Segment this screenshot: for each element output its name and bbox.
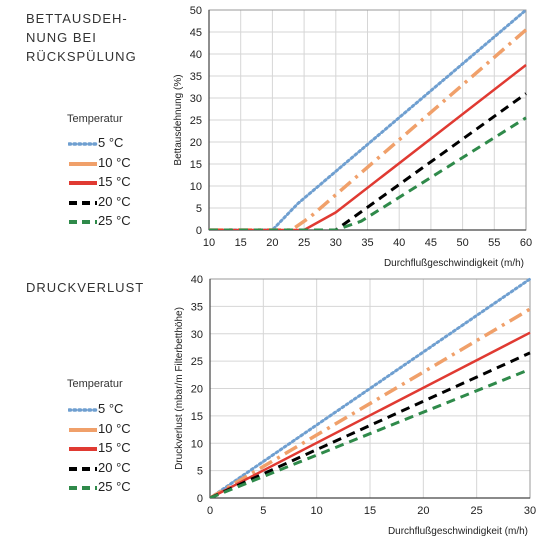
- x-tick-label: 30: [524, 505, 536, 517]
- legend-label: 20 °C: [98, 193, 131, 209]
- legend-label: 5 °C: [98, 401, 124, 416]
- y-tick-label: 5: [196, 203, 202, 215]
- legend-swatch: [69, 447, 97, 451]
- y-tick-label: 15: [190, 159, 202, 171]
- y-tick-label: 5: [197, 466, 203, 478]
- chart-2-legend-title: Temperatur: [67, 378, 123, 390]
- legend-swatch: [69, 427, 97, 432]
- y-tick-label: 25: [190, 115, 202, 127]
- legend-item: 5 °C: [68, 135, 148, 153]
- legend-item: 20 °C: [68, 460, 148, 478]
- legend-label: 25 °C: [98, 479, 131, 494]
- legend-swatch: [69, 220, 97, 224]
- series-line-25c: [210, 367, 531, 498]
- y-tick-label: 0: [197, 493, 203, 505]
- x-tick-label: 40: [393, 237, 405, 249]
- x-axis-label: Durchflußgeschwindigkeit (m/h): [384, 258, 524, 269]
- x-tick-label: 15: [364, 505, 376, 517]
- x-tick-label: 20: [417, 505, 429, 517]
- x-tick-label: 15: [235, 237, 247, 249]
- legend-swatch: [69, 181, 97, 185]
- y-tick-label: 30: [191, 329, 203, 341]
- chart-1-title-line-2: NUNG BEI: [26, 30, 97, 45]
- legend-swatch: [69, 161, 97, 166]
- x-tick-label: 30: [330, 237, 342, 249]
- legend-item: 15 °C: [68, 440, 148, 458]
- legend-label: 10 °C: [98, 154, 131, 170]
- legend-swatch: [69, 486, 97, 490]
- y-tick-label: 30: [190, 93, 202, 105]
- legend-label: 25 °C: [98, 213, 131, 228]
- series-line-5c: [209, 8, 528, 230]
- x-tick-label: 20: [266, 237, 278, 249]
- legend-swatch: [69, 200, 97, 205]
- x-tick-label: 45: [425, 237, 437, 249]
- chart-1-title-line-1: BETTAUSDEH-: [26, 11, 128, 26]
- x-tick-label: 25: [298, 237, 310, 249]
- x-tick-label: 5: [260, 505, 266, 517]
- legend-label: 5 °C: [98, 135, 124, 150]
- legend-swatch: [68, 408, 98, 412]
- chart-1-bettausdehnung: 10 15 20 25 30 35 40 45 50 55 60 0 5 10 15 20 25 30 35 40 45…: [173, 5, 532, 269]
- x-tick-label: 0: [207, 505, 213, 517]
- chart-1-legend-title: Temperatur: [67, 113, 123, 125]
- legend-item: 25 °C: [68, 213, 148, 231]
- y-tick-label: 20: [190, 137, 202, 149]
- legend-label: 15 °C: [98, 174, 131, 189]
- y-tick-label: 10: [190, 181, 202, 193]
- y-tick-label: 40: [190, 49, 202, 61]
- legend-item: 10 °C: [68, 421, 148, 439]
- y-tick-label: 0: [196, 225, 202, 237]
- series-line-10c: [210, 307, 531, 498]
- y-tick-label: 35: [191, 301, 203, 313]
- series-line-15c: [210, 331, 531, 498]
- legend-item: 25 °C: [68, 479, 148, 497]
- y-tick-label: 50: [190, 5, 202, 17]
- series-line-25c: [209, 116, 527, 230]
- x-tick-label: 10: [203, 237, 215, 249]
- y-tick-label: 40: [191, 274, 203, 286]
- legend-label: 10 °C: [98, 420, 131, 436]
- y-axis-label: Bettausdehnung (%): [173, 74, 184, 165]
- y-tick-label: 10: [191, 438, 203, 450]
- chart-2-title-line-1: DRUCKVERLUST: [26, 280, 145, 295]
- series-line-10c: [209, 28, 528, 230]
- chart-1-title: BETTAUSDEH- NUNG BEI RÜCKSPÜLUNG: [26, 9, 137, 66]
- x-tick-label: 50: [456, 237, 468, 249]
- series-line-5c: [210, 277, 532, 498]
- x-tick-label: 60: [520, 237, 532, 249]
- y-tick-label: 45: [190, 27, 202, 39]
- chart-1-title-line-3: RÜCKSPÜLUNG: [26, 49, 137, 64]
- x-tick-label: 10: [311, 505, 323, 517]
- legend-item: 20 °C: [68, 194, 148, 212]
- x-axis-label: Durchflußgeschwindigkeit (m/h): [388, 526, 528, 537]
- legend-swatch: [69, 466, 97, 471]
- chart-2-title: DRUCKVERLUST: [26, 278, 144, 297]
- x-tick-label: 55: [488, 237, 500, 249]
- series-line-15c: [209, 64, 527, 230]
- y-axis-label: Druckverlust (mbar/m Filterbetthöhe): [174, 307, 185, 470]
- legend-label: 20 °C: [98, 459, 131, 475]
- series-line-20c: [210, 351, 531, 498]
- legend-item: 15 °C: [68, 174, 148, 192]
- legend-swatch: [68, 142, 98, 146]
- legend-label: 15 °C: [98, 440, 131, 455]
- y-tick-label: 35: [190, 71, 202, 83]
- y-tick-label: 20: [191, 384, 203, 396]
- y-tick-label: 15: [191, 411, 203, 423]
- x-tick-label: 35: [361, 237, 373, 249]
- legend-item: 5 °C: [68, 401, 148, 419]
- y-tick-label: 25: [191, 356, 203, 368]
- legend-item: 10 °C: [68, 155, 148, 173]
- x-tick-label: 25: [471, 505, 483, 517]
